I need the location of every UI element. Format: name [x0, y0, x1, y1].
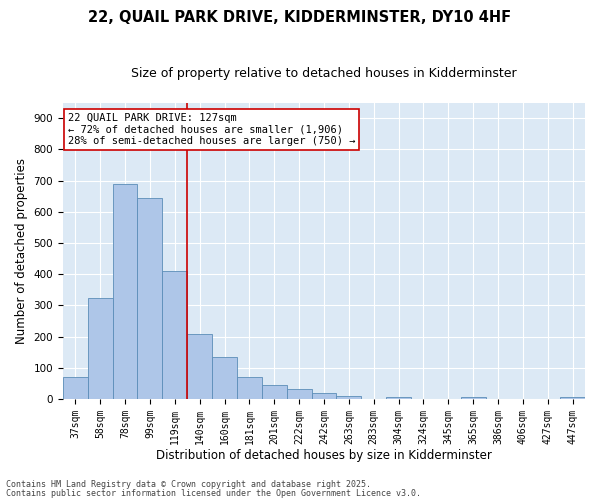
Bar [113, 184, 137, 399]
Bar [287, 389, 311, 399]
Bar [461, 398, 485, 399]
Bar [386, 398, 411, 399]
Text: Contains public sector information licensed under the Open Government Licence v3: Contains public sector information licen… [6, 488, 421, 498]
Bar [63, 376, 88, 399]
X-axis label: Distribution of detached houses by size in Kidderminster: Distribution of detached houses by size … [156, 450, 492, 462]
Bar [137, 198, 163, 399]
Title: Size of property relative to detached houses in Kidderminster: Size of property relative to detached ho… [131, 68, 517, 80]
Bar [88, 298, 113, 399]
Bar [163, 271, 187, 399]
Y-axis label: Number of detached properties: Number of detached properties [15, 158, 28, 344]
Text: 22 QUAIL PARK DRIVE: 127sqm
← 72% of detached houses are smaller (1,906)
28% of : 22 QUAIL PARK DRIVE: 127sqm ← 72% of det… [68, 113, 356, 146]
Bar [262, 385, 287, 399]
Text: 22, QUAIL PARK DRIVE, KIDDERMINSTER, DY10 4HF: 22, QUAIL PARK DRIVE, KIDDERMINSTER, DY1… [88, 10, 512, 25]
Bar [337, 396, 361, 399]
Bar [311, 392, 337, 399]
Text: Contains HM Land Registry data © Crown copyright and database right 2025.: Contains HM Land Registry data © Crown c… [6, 480, 371, 489]
Bar [237, 376, 262, 399]
Bar [187, 334, 212, 399]
Bar [212, 356, 237, 399]
Bar [560, 398, 585, 399]
